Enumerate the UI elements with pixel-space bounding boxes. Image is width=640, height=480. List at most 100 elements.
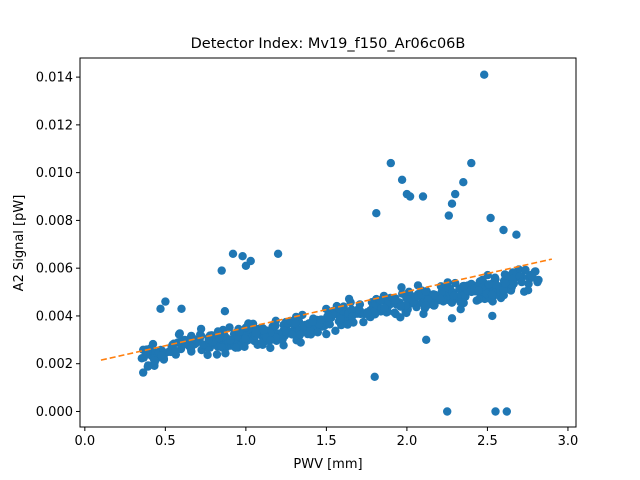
x-axis-label: PWV [mm] [293, 457, 362, 472]
data-point [347, 312, 357, 321]
data-point [139, 368, 148, 377]
data-point [422, 335, 431, 344]
data-point [484, 280, 494, 289]
data-point [215, 333, 224, 343]
data-point [325, 320, 334, 329]
data-point [271, 321, 280, 331]
data-point [523, 286, 533, 295]
data-point [183, 336, 192, 346]
data-point [337, 320, 346, 330]
data-point [273, 249, 283, 258]
y-tick-label: 0.002 [36, 357, 73, 372]
data-point [429, 301, 439, 310]
y-tick-label: 0.008 [36, 214, 73, 229]
data-point [354, 304, 363, 314]
data-point [447, 298, 457, 307]
data-point [419, 309, 428, 319]
data-point [490, 273, 500, 282]
y-tick-label: 0.012 [36, 118, 73, 133]
data-point [246, 256, 255, 266]
data-point [491, 407, 500, 416]
fit-line [100, 258, 553, 361]
data-point [296, 338, 305, 347]
data-point [534, 275, 543, 285]
data-point [421, 301, 430, 310]
data-point [459, 178, 468, 187]
data-point [143, 361, 153, 370]
data-point [467, 158, 476, 168]
data-point [161, 297, 170, 306]
data-point [396, 302, 405, 311]
data-point [423, 295, 433, 304]
data-point [386, 158, 395, 168]
data-point [266, 336, 275, 345]
data-point [499, 285, 508, 295]
data-point [343, 320, 352, 329]
data-point [421, 287, 430, 296]
data-point [244, 319, 253, 328]
data-point [226, 335, 235, 345]
data-point [278, 335, 287, 344]
y-tick-label: 0.004 [36, 309, 73, 324]
data-point [474, 286, 483, 295]
data-point [331, 326, 340, 335]
data-point [177, 304, 186, 313]
data-point [526, 270, 536, 280]
data-point [313, 328, 322, 337]
x-tick-label: 0.0 [74, 434, 95, 449]
data-point [391, 295, 400, 304]
data-point [451, 189, 460, 199]
data-point [418, 192, 428, 201]
chart-title: Detector Index: Mv19_f150_Ar06c06B [191, 36, 466, 52]
data-point [506, 286, 516, 295]
y-tick-label: 0.006 [36, 262, 73, 277]
data-point [436, 294, 445, 304]
data-point [259, 326, 268, 335]
data-point [241, 334, 250, 343]
x-tick-label: 1.0 [236, 434, 257, 449]
data-point [500, 279, 510, 288]
data-point [291, 319, 300, 328]
x-axis: 0.0 0.5 1.0 1.5 2.0 2.5 3.0 [74, 427, 578, 449]
plot-frame [79, 57, 577, 428]
data-point [437, 287, 446, 297]
data-point [456, 305, 465, 314]
data-point [447, 199, 457, 208]
data-point [363, 308, 372, 318]
data-point [334, 303, 343, 313]
data-point [295, 330, 305, 339]
data-point [238, 252, 247, 261]
data-point [322, 329, 331, 339]
data-point [336, 314, 345, 324]
data-point [139, 353, 148, 362]
data-point [443, 407, 452, 416]
data-point [517, 277, 526, 287]
data-point [396, 313, 405, 322]
data-point [521, 265, 530, 275]
data-point [459, 281, 469, 291]
y-axis: 0.000 0.002 0.004 0.006 0.008 0.010 0.012 0.014 [36, 71, 80, 420]
data-point [203, 350, 212, 360]
data-point [380, 303, 389, 313]
data-point [447, 314, 457, 323]
data-points [137, 70, 543, 416]
data-point [480, 70, 489, 79]
x-tick-label: 1.5 [316, 434, 337, 449]
y-tick-label: 0.000 [36, 405, 73, 420]
data-point [359, 317, 368, 327]
data-point [405, 192, 415, 201]
data-point [316, 315, 326, 324]
data-point [499, 225, 508, 235]
data-point [150, 356, 159, 365]
data-point [171, 347, 180, 356]
data-point [251, 328, 261, 338]
data-point [298, 310, 307, 320]
data-point [225, 323, 234, 332]
data-point [308, 317, 317, 326]
data-point [287, 330, 297, 339]
data-point [456, 298, 465, 307]
data-point [487, 290, 497, 299]
data-point [322, 304, 331, 314]
